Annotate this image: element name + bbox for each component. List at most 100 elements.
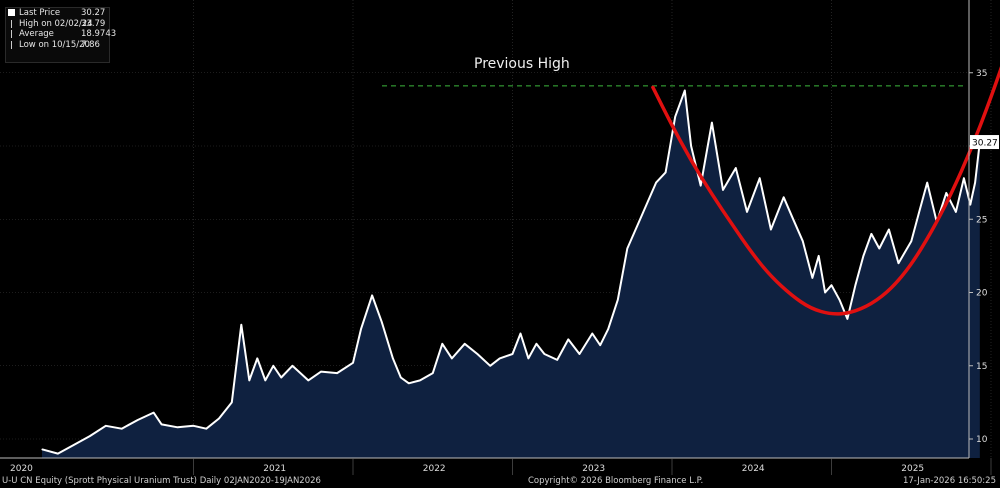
price-point (177, 426, 179, 428)
price-point (824, 291, 826, 294)
price-point (802, 240, 804, 242)
legend-value: 30.27 (81, 8, 106, 18)
price-point (626, 247, 628, 250)
y-tick-label: 15 (976, 362, 987, 372)
legend-value: 33.79 (81, 18, 106, 29)
price-point (770, 228, 772, 231)
price-point (307, 379, 309, 381)
price-point (897, 262, 900, 264)
price-point (607, 328, 609, 330)
price-point (963, 177, 965, 179)
price-point (578, 353, 581, 355)
price-point (665, 171, 667, 173)
price-line (41, 89, 981, 455)
price-point (205, 428, 207, 430)
price-point (248, 379, 250, 381)
legend-value: 7.86 (81, 39, 100, 50)
price-point (298, 371, 300, 373)
x-tick-label: 2025 (901, 464, 924, 474)
price-area-fill (41, 90, 980, 458)
price-point (105, 425, 107, 427)
price-point (746, 211, 748, 213)
price-point (519, 332, 522, 335)
price-point (371, 294, 373, 296)
price-point (476, 353, 478, 355)
price-point (684, 89, 686, 92)
price-point (888, 228, 890, 231)
price-point (830, 284, 833, 286)
price-point (419, 379, 421, 381)
price-point (878, 247, 880, 250)
price-area (41, 90, 980, 458)
price-point (381, 321, 383, 323)
last-price-tag-label: 30.27 (972, 139, 998, 149)
price-point (231, 401, 233, 403)
price-point (846, 318, 849, 320)
x-tick-label: 2020 (10, 464, 33, 474)
x-tick-label: 2023 (582, 464, 605, 474)
price-point (218, 417, 220, 420)
price-point (527, 357, 530, 359)
price-point (556, 359, 558, 361)
price-point (955, 211, 957, 213)
price-point (336, 372, 338, 374)
legend-label: High on 02/02/24 (19, 18, 93, 29)
price-point (792, 218, 794, 220)
y-tick-label: 25 (976, 215, 987, 225)
price-point (591, 332, 593, 335)
legend-label: Average (19, 29, 54, 39)
legend-tick-icon (11, 40, 12, 49)
price-point (272, 365, 274, 367)
price-point (818, 255, 820, 257)
price-point (645, 204, 648, 206)
cup-curve (651, 66, 1000, 316)
price-point (264, 379, 266, 381)
price-point (674, 116, 676, 118)
price-point (73, 444, 75, 446)
previous-high-annotation: Previous High (474, 56, 570, 72)
price-point (392, 357, 394, 359)
last-price-tag-group: 30.27 (970, 135, 999, 150)
x-axis-band (0, 458, 969, 475)
x-tick-label: 2021 (263, 464, 286, 474)
price-point (918, 211, 920, 213)
legend-item-average: Average 18.9743 (6, 29, 116, 40)
price-point (256, 357, 258, 359)
price-point (441, 343, 443, 345)
price-point (511, 353, 514, 355)
footer-security-description: U-U CN Equity (Sprott Physical Uranium T… (2, 476, 321, 486)
x-tick-label: 2022 (423, 464, 446, 474)
legend-item-low: Low on 10/15/20 7.86 (6, 40, 109, 51)
legend-label: Low on 10/15/20 (19, 39, 90, 50)
legend-square-icon (8, 9, 15, 16)
price-point (451, 357, 453, 359)
price-point (690, 145, 692, 147)
legend-value: 18.9743 (81, 29, 117, 39)
price-point (360, 328, 362, 330)
legend-item-last-price: Last Price 30.27 (6, 8, 109, 19)
price-point (969, 204, 971, 206)
legend-item-high: High on 02/02/24 33.79 (6, 19, 109, 30)
y-tick-label: 20 (976, 289, 988, 299)
cup-curve-path (651, 66, 1000, 316)
price-point (870, 233, 873, 235)
price-point (599, 344, 601, 346)
last-price-tag (970, 135, 999, 150)
price-series-line (41, 89, 981, 455)
price-point (838, 299, 841, 301)
price-point (280, 376, 282, 379)
legend-tick-icon (11, 30, 12, 38)
price-point (408, 382, 410, 384)
price-point (89, 435, 91, 437)
price-point (735, 167, 737, 169)
price-point (489, 365, 491, 367)
price-point (636, 226, 638, 228)
footer-timestamp: 17-Jan-2026 16:50:25 (902, 476, 996, 486)
price-point (432, 372, 434, 374)
price-point (617, 299, 619, 301)
y-tick-label: 35 (976, 69, 987, 79)
legend: Last Price 30.27 High on 02/02/24 33.79 … (5, 7, 116, 63)
price-point (121, 428, 123, 430)
price-point (535, 343, 538, 345)
